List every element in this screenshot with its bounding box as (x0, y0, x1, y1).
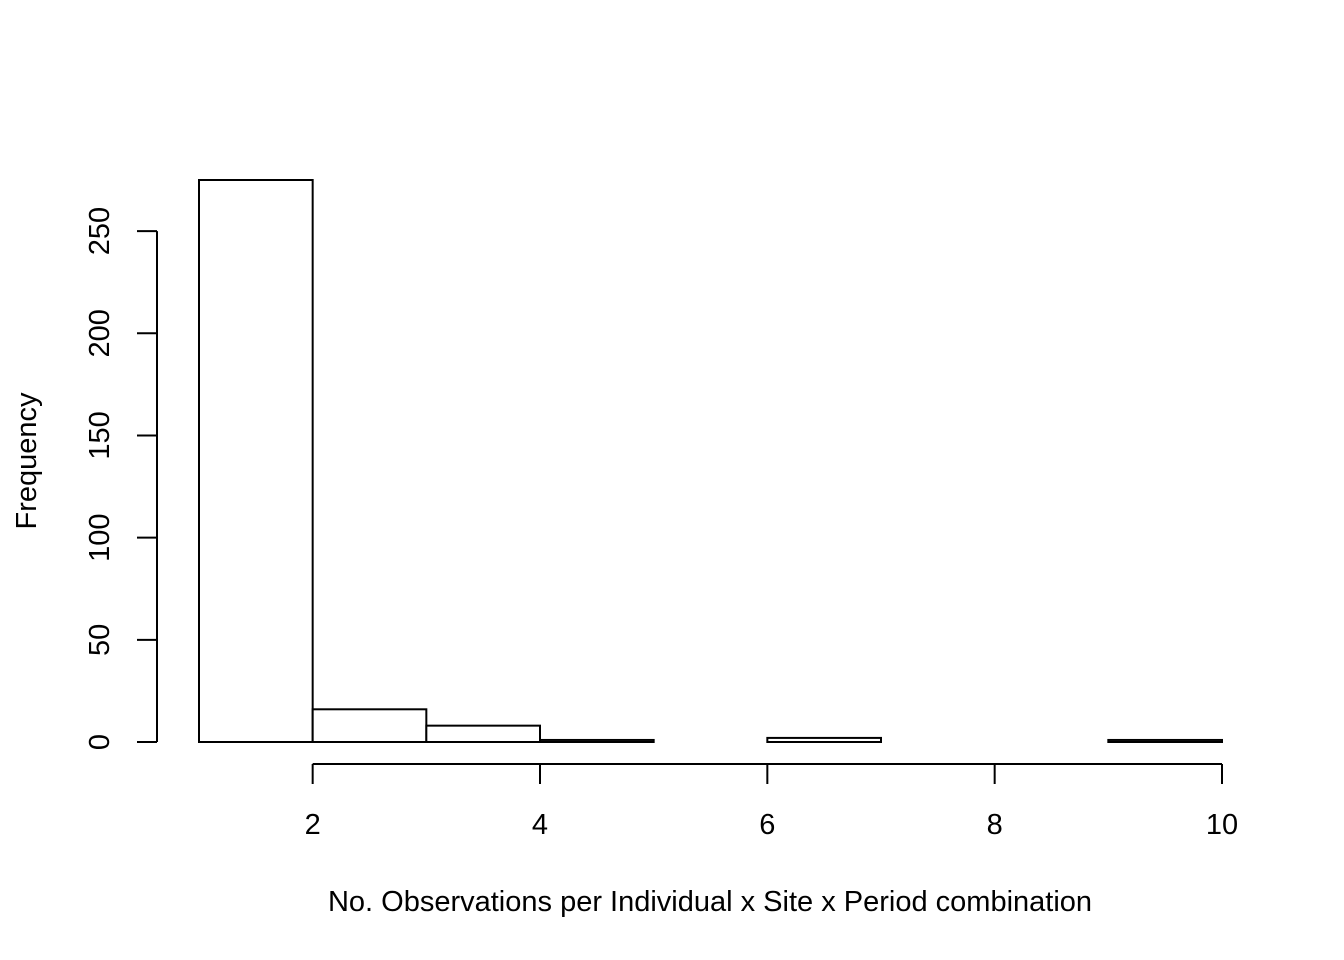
bars-group (198, 179, 1224, 743)
y-tick-label-50: 50 (84, 624, 116, 656)
y-tick-label-250: 250 (84, 207, 116, 255)
y-tick-label-150: 150 (84, 411, 116, 459)
histogram-bar-1 (198, 179, 314, 743)
y-tick-label-200: 200 (84, 309, 116, 357)
histogram-bar-2 (311, 708, 428, 743)
x-tick-label-2: 2 (305, 809, 321, 841)
histogram-bar-3 (425, 724, 542, 743)
x-axis-title: No. Observations per Individual x Site x… (328, 886, 1092, 918)
y-tick-label-0: 0 (84, 734, 116, 750)
y-axis: 0 50 100 150 200 250 (84, 207, 158, 750)
y-axis-title: Frequency (11, 392, 43, 530)
x-axis: 2 4 6 8 10 (305, 763, 1238, 841)
histogram-bar-6 (766, 736, 882, 743)
x-tick-label-6: 6 (759, 809, 775, 841)
x-tick-label-8: 8 (987, 809, 1003, 841)
histogram-bar-4 (539, 738, 655, 743)
y-tick-label-100: 100 (84, 513, 116, 561)
histogram-bar-9 (1107, 738, 1224, 743)
x-tick-label-4: 4 (532, 809, 548, 841)
x-tick-label-10: 10 (1206, 809, 1238, 841)
